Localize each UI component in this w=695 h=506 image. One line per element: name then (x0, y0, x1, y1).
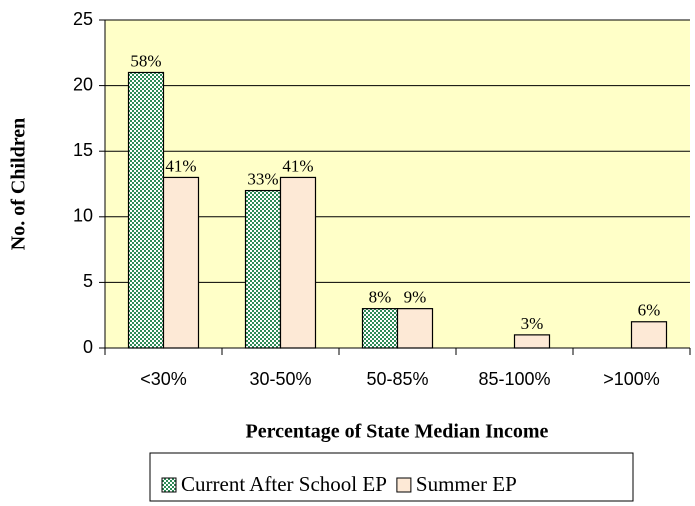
data-label: 33% (247, 169, 278, 188)
y-tick-label: 15 (73, 140, 93, 160)
data-label: 58% (130, 51, 161, 70)
x-tick-label: 50-85% (366, 369, 428, 389)
x-axis-title: Percentage of State Median Income (246, 421, 549, 443)
bar (244, 189, 282, 349)
y-tick-label: 25 (73, 9, 93, 29)
bar (630, 321, 668, 349)
bar (127, 71, 165, 349)
legend-label: Current After School EP (181, 472, 387, 496)
legend-swatch (396, 477, 412, 493)
plot-area (105, 20, 690, 348)
data-label: 9% (404, 288, 427, 307)
x-tick-label: <30% (140, 369, 187, 389)
bar (361, 308, 399, 349)
data-label: 41% (282, 156, 313, 175)
y-tick-label: 5 (83, 271, 93, 291)
legend-swatch (161, 477, 177, 493)
y-axis-title: No. of Children (8, 118, 30, 250)
y-tick-label: 20 (73, 74, 93, 94)
x-tick-label: 85-100% (478, 369, 550, 389)
bar (396, 308, 434, 349)
data-label: 8% (369, 288, 392, 307)
x-tick-label: >100% (603, 369, 660, 389)
legend-label: Summer EP (416, 472, 517, 496)
data-label: 3% (521, 314, 544, 333)
bar (162, 176, 200, 349)
y-tick-label: 0 (83, 337, 93, 357)
data-label: 6% (638, 301, 661, 320)
x-tick-label: 30-50% (249, 369, 311, 389)
y-tick-label: 10 (73, 206, 93, 226)
data-label: 41% (165, 156, 196, 175)
legend-box (149, 452, 634, 502)
bar (279, 176, 317, 349)
bar (513, 334, 551, 349)
